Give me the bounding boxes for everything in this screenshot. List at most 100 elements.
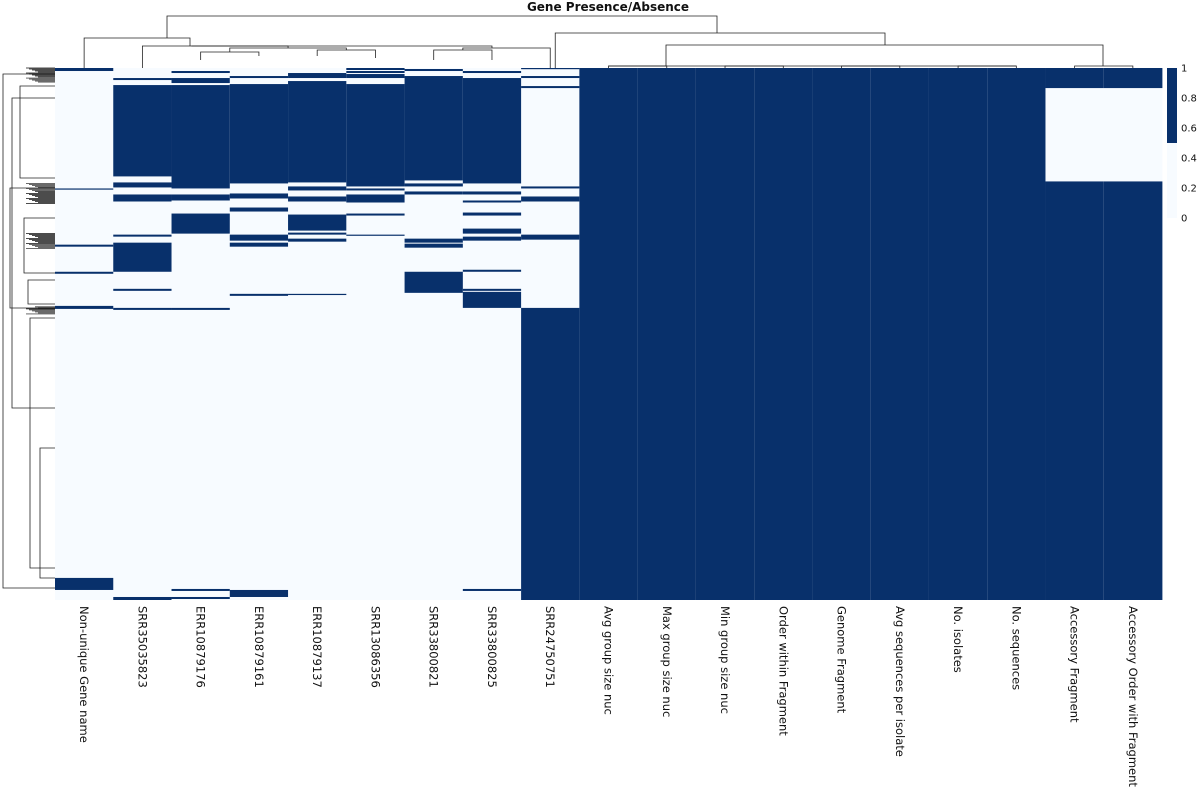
heatmap-cell-block xyxy=(346,71,405,74)
heatmap-cell-block xyxy=(113,596,172,600)
dendrogram-link xyxy=(27,279,55,305)
heatmap-cell-block xyxy=(229,76,289,79)
column-label: ERR10879176 xyxy=(194,606,208,688)
dendrogram-link xyxy=(11,97,55,409)
heatmap-cell-block xyxy=(229,84,289,184)
heatmap-cell-block xyxy=(521,86,580,89)
heatmap-cell-block xyxy=(346,84,405,187)
heatmap-cell-block xyxy=(462,71,522,74)
colorbar-tick-label: 0.2 xyxy=(1181,184,1197,195)
heatmap-cell-block xyxy=(288,293,347,296)
dendrogram-link xyxy=(166,15,718,38)
heatmap-cell-block xyxy=(288,81,347,183)
heatmap-cell-block xyxy=(288,232,347,235)
column-label: Non-unique Gene name xyxy=(77,606,91,743)
colorbar-tick-label: 0 xyxy=(1181,214,1187,225)
column-label: Accessory Order with Fragment xyxy=(1126,606,1140,787)
dendrogram-link xyxy=(191,45,493,48)
column-label: Genome Fragment xyxy=(835,606,849,714)
heatmap-cell-block xyxy=(404,76,464,181)
column-dendrogram xyxy=(83,15,1134,68)
dendrogram-link xyxy=(462,47,551,68)
heatmap-cell-block xyxy=(229,193,289,199)
colorbar-tick-label: 1 xyxy=(1181,64,1187,75)
heatmap-cell-block xyxy=(521,76,580,79)
column-label: Order within Fragment xyxy=(776,606,790,736)
heatmap-cell-block xyxy=(288,196,347,202)
heatmap-cell-block xyxy=(55,271,114,274)
heatmap-cell-block xyxy=(346,194,405,203)
dendrogram-link xyxy=(2,73,55,589)
heatmap-cell-block xyxy=(113,194,172,202)
heatmap-cell-block xyxy=(113,288,172,291)
heatmap-cell-block xyxy=(1103,68,1163,89)
heatmap-cell-block xyxy=(521,68,580,70)
heatmap-cell-block xyxy=(113,307,172,310)
heatmap-cell-block xyxy=(754,68,813,600)
dendrogram-link xyxy=(29,317,55,569)
heatmap-cell-block xyxy=(462,228,522,234)
heatmap-cell-block xyxy=(462,269,522,272)
heatmap-cell-block xyxy=(229,293,289,296)
heatmap-cell-block xyxy=(171,85,231,189)
heatmap-cell-block xyxy=(928,68,988,600)
heatmap-cell-block xyxy=(171,78,231,84)
heatmap-cell-block xyxy=(462,588,522,591)
colorbar-tick-label: 0.8 xyxy=(1181,94,1197,105)
heatmap-cell-block xyxy=(404,183,464,187)
heatmap-cell-block xyxy=(404,238,464,243)
heatmap-cell-block xyxy=(462,78,522,184)
heatmap-cell-block xyxy=(288,214,347,231)
heatmap-cell-block xyxy=(171,596,231,599)
column-label: Max group size nuc xyxy=(660,606,674,717)
column-label: Avg sequences per isolate xyxy=(893,606,907,757)
heatmap-cell-block xyxy=(462,200,522,203)
column-label: No. sequences xyxy=(1009,606,1023,690)
dendrogram-link xyxy=(433,49,493,60)
dendrogram-link xyxy=(1074,65,1134,68)
heatmap-cell-block xyxy=(229,207,289,212)
heatmap-cell-block xyxy=(579,68,639,600)
heatmap-cell-block xyxy=(55,68,114,72)
heatmap-cell-block xyxy=(521,196,580,202)
heatmap-cell-block xyxy=(404,191,464,195)
heatmap-cell-block xyxy=(229,234,289,241)
column-labels: Non-unique Gene name SRR35035823 ERR108791… xyxy=(77,606,1140,787)
dendrogram-link xyxy=(665,44,1104,66)
heatmap-cell-block xyxy=(1045,68,1105,89)
heatmap-column-1 xyxy=(55,68,114,600)
heatmap-cell-block xyxy=(113,242,172,272)
heatmap-cell-block xyxy=(462,191,522,195)
dendrogram-link xyxy=(141,45,289,68)
column-label: ERR10879161 xyxy=(252,606,266,688)
column-label: Min group size nuc xyxy=(718,606,732,714)
heatmap-cell-block xyxy=(812,68,872,600)
heatmap-cell-block xyxy=(55,244,114,247)
heatmap-cell-block xyxy=(521,307,580,600)
dendrogram-link xyxy=(83,37,191,68)
column-label: ERR10879137 xyxy=(310,606,324,688)
heatmap-cell-block xyxy=(462,288,522,291)
colorbar-tick-label: 0.6 xyxy=(1181,124,1197,135)
dendrogram-link xyxy=(19,85,55,179)
heatmap-cell-block xyxy=(695,68,755,600)
dendrogram-link xyxy=(316,49,376,58)
heatmap-cell-block xyxy=(404,69,464,72)
heatmap-cell-block xyxy=(229,242,289,247)
heatmap-cell-block xyxy=(113,182,172,188)
heatmap-cell-block xyxy=(346,74,405,79)
column-label: Accessory Fragment xyxy=(1068,606,1082,723)
column-label: SRR13086356 xyxy=(368,606,382,688)
heatmap-cell-block xyxy=(288,73,347,79)
heatmap-cell-block xyxy=(288,238,347,242)
column-label: SRR24750751 xyxy=(543,606,557,688)
heatmap-cell-block xyxy=(462,236,522,241)
heatmap-cell-block xyxy=(171,71,231,74)
heatmap-cell-block xyxy=(404,271,464,293)
heatmap-cell-block xyxy=(870,68,930,600)
heatmap-cell-block xyxy=(346,234,405,236)
heatmap-cell-block xyxy=(113,234,172,237)
heatmap-cell-block xyxy=(171,307,231,310)
heatmap-cell-block xyxy=(404,243,464,248)
